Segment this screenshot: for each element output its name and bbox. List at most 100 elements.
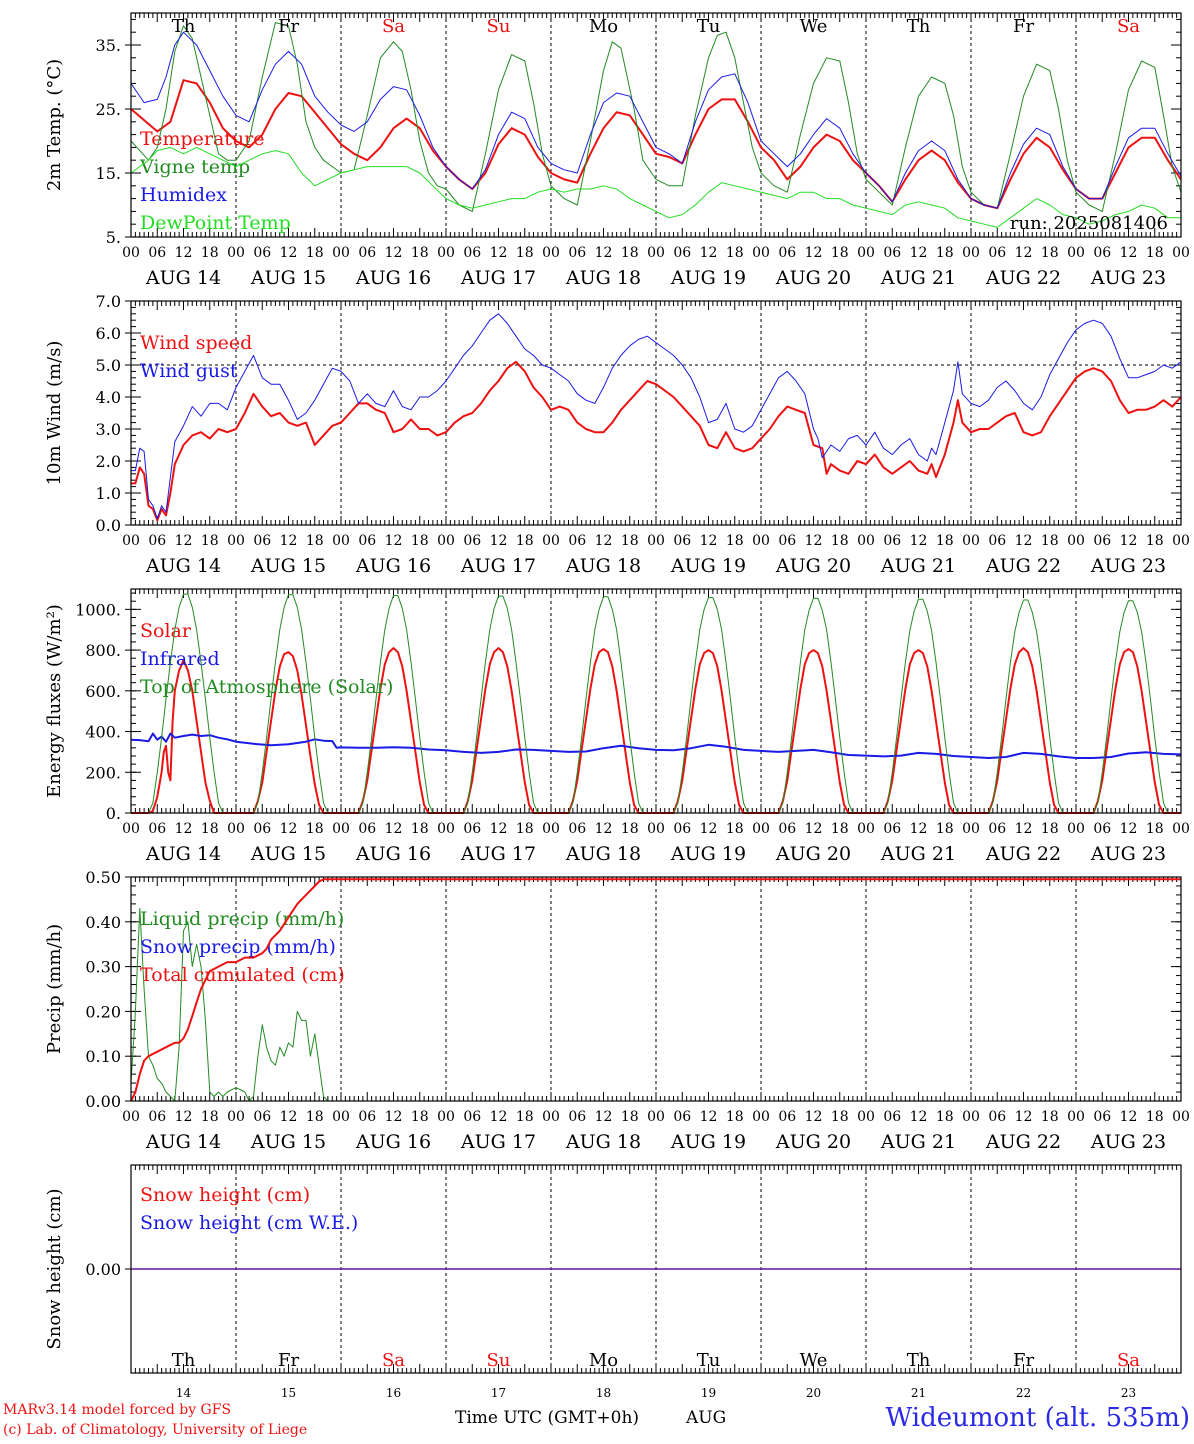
date-label: AUG 17 (460, 843, 536, 865)
x-axis-label: Time UTC (GMT+0h) (455, 1408, 639, 1428)
series-liquid-precip-mm-h (130, 907, 1181, 1102)
hour-tick-label: 06 (1093, 533, 1111, 549)
model-credit: MARv3.14 model forced by GFS (3, 1402, 231, 1418)
day-number-label: 16 (386, 1386, 401, 1400)
date-label: AUG 20 (775, 1131, 851, 1153)
hour-tick-label: 00 (332, 533, 350, 549)
hour-tick-label: 12 (175, 245, 193, 261)
legend-liquid-precip-mm-h: Liquid precip (mm/h) (140, 908, 344, 930)
plot-frame (130, 1164, 1182, 1374)
date-label: AUG 21 (880, 1131, 956, 1153)
hour-tick-label: 12 (700, 245, 718, 261)
day-name: Th (172, 1350, 196, 1371)
run-annotation: run: 2025081406 (1010, 213, 1168, 234)
hour-tick-label: 00 (647, 245, 665, 261)
date-label: AUG 16 (355, 267, 431, 289)
station-name: Wideumont (alt. 535m) (886, 1403, 1190, 1433)
hour-tick-label: 12 (805, 821, 823, 837)
hour-tick-label: 18 (201, 533, 219, 549)
hour-tick-label: 06 (988, 533, 1006, 549)
hour-tick-label: 18 (1041, 245, 1059, 261)
hour-tick-label: 00 (122, 533, 140, 549)
hour-tick-label: 00 (542, 821, 560, 837)
hour-tick-label: 00 (647, 821, 665, 837)
legend-top-of-atmosphere-solar: Top of Atmosphere (Solar) (140, 676, 393, 698)
y-tick-label: 25. (96, 100, 121, 119)
hour-tick-label: 06 (358, 245, 376, 261)
hour-tick-label: 00 (332, 1109, 350, 1125)
plot-frame (130, 876, 1182, 1102)
hour-tick-label: 00 (962, 245, 980, 261)
day-name: Fr (1013, 16, 1034, 37)
hour-tick-label: 12 (805, 533, 823, 549)
hour-tick-label: 12 (1120, 533, 1138, 549)
legend-temperature: Temperature (140, 128, 264, 150)
hour-tick-label: 18 (621, 1109, 639, 1125)
series-total-cumulated-cm (130, 878, 1181, 1102)
hour-tick-label: 18 (516, 533, 534, 549)
hour-tick-label: 06 (148, 1109, 166, 1125)
hour-tick-label: 06 (673, 245, 691, 261)
hour-tick-label: 06 (568, 245, 586, 261)
hour-tick-label: 12 (700, 533, 718, 549)
day-name: We (800, 16, 828, 37)
y-tick-label: 6.0 (96, 324, 121, 343)
date-label: AUG 23 (1090, 1131, 1166, 1153)
hour-tick-label: 12 (385, 245, 403, 261)
day-name: Sa (1117, 16, 1140, 37)
date-label: AUG 19 (670, 267, 746, 289)
hour-tick-label: 06 (1093, 1109, 1111, 1125)
hour-tick-label: 06 (673, 821, 691, 837)
hour-tick-label: 00 (1067, 533, 1085, 549)
hour-tick-label: 18 (831, 821, 849, 837)
y-tick-label: 2.0 (96, 452, 121, 471)
plot-frame (130, 12, 1182, 238)
date-label: AUG 22 (985, 1131, 1061, 1153)
y-tick-label: 3.0 (96, 420, 121, 439)
hour-tick-label: 12 (1015, 1109, 1033, 1125)
y-tick-label: 200. (85, 763, 121, 782)
y-tick-label: 35. (96, 36, 121, 55)
hour-tick-label: 06 (778, 821, 796, 837)
x-axis-month: AUG (685, 1408, 726, 1428)
day-name: Su (487, 1350, 511, 1371)
date-label: AUG 22 (985, 843, 1061, 865)
hour-tick-label: 18 (1041, 533, 1059, 549)
hour-tick-label: 00 (437, 821, 455, 837)
day-number-label: 15 (281, 1386, 296, 1400)
date-label: AUG 19 (670, 843, 746, 865)
y-axis-label: Precip (mm/h) (44, 924, 65, 1054)
hour-tick-label: 12 (490, 1109, 508, 1125)
hour-tick-label: 12 (490, 821, 508, 837)
hour-tick-label: 12 (595, 533, 613, 549)
hour-tick-label: 00 (1172, 821, 1190, 837)
hour-tick-label: 12 (1120, 245, 1138, 261)
hour-tick-label: 18 (1146, 245, 1164, 261)
hour-tick-label: 00 (332, 821, 350, 837)
hour-tick-label: 00 (752, 533, 770, 549)
y-axis-label: Energy fluxes (W/m²) (44, 604, 65, 798)
y-tick-label: 1000. (75, 600, 121, 619)
panel-4: 0.00 0.10 0.20 0.30 0.40 0.50 Precip (mm/h) Liq… (44, 868, 1190, 1153)
day-number-label: 23 (1121, 1386, 1136, 1400)
y-axis-label: Snow height (cm) (44, 1188, 65, 1349)
panel-2: 0.0 1.0 2.0 3.0 4.0 5.0 6.0 7.0 10m Wind (m/s) Wi… (44, 292, 1190, 577)
hour-tick-label: 06 (673, 533, 691, 549)
hour-tick-label: 06 (148, 245, 166, 261)
day-name: Fr (278, 1350, 299, 1371)
hour-tick-label: 12 (595, 1109, 613, 1125)
y-tick-label: 400. (85, 723, 121, 742)
legend-infrared: Infrared (140, 648, 220, 670)
hour-tick-label: 12 (280, 1109, 298, 1125)
hour-tick-label: 12 (1120, 1109, 1138, 1125)
hour-tick-label: 06 (568, 1109, 586, 1125)
hour-tick-label: 06 (253, 245, 271, 261)
date-label: AUG 17 (460, 555, 536, 577)
hour-tick-label: 12 (595, 821, 613, 837)
hour-tick-label: 00 (857, 245, 875, 261)
hour-tick-label: 18 (201, 1109, 219, 1125)
legend-snow-precip-mm-h: Snow precip (mm/h) (140, 936, 336, 958)
hour-tick-label: 12 (280, 245, 298, 261)
y-tick-label: 0.00 (85, 1092, 121, 1111)
date-label: AUG 18 (565, 267, 641, 289)
